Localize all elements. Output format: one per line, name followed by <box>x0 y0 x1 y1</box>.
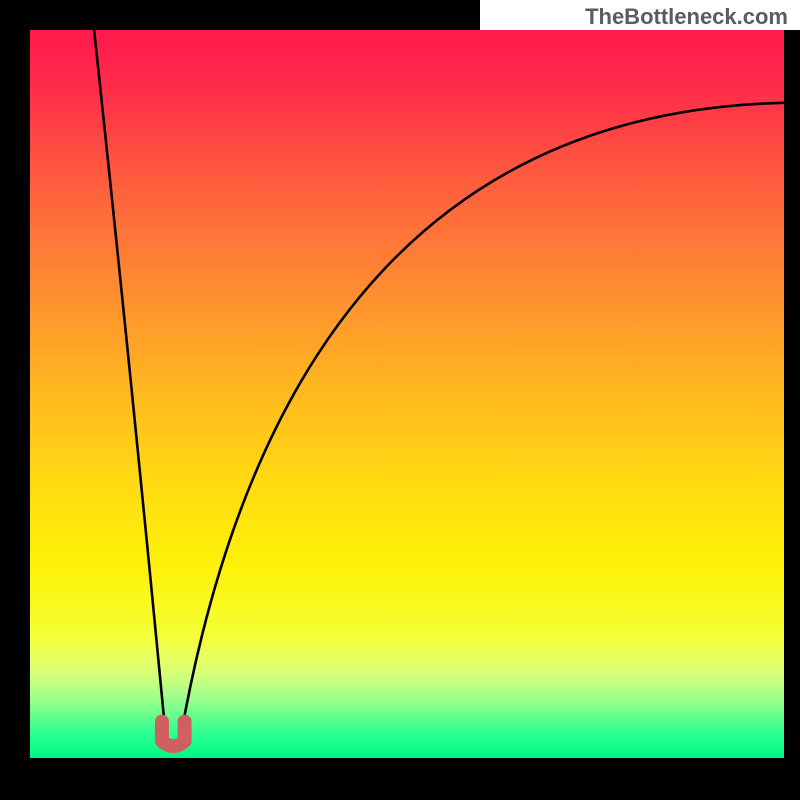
frame-left <box>0 30 30 758</box>
plot-background <box>30 30 784 758</box>
bottleneck-chart <box>0 0 800 800</box>
watermark-text: TheBottleneck.com <box>581 0 800 34</box>
frame-right <box>784 30 800 758</box>
frame-bottom <box>0 758 800 800</box>
chart-container: TheBottleneck.com <box>0 0 800 800</box>
